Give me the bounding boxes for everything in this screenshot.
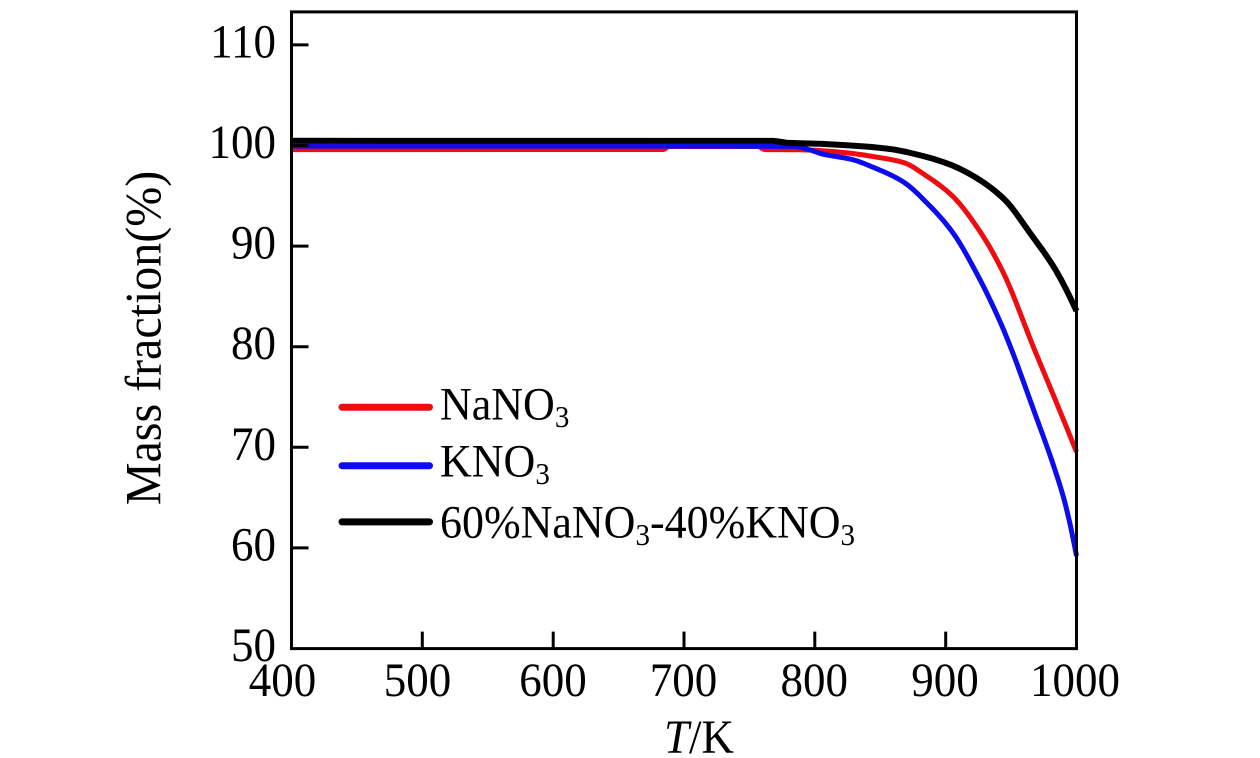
- svg-text:NaNO3: NaNO3: [440, 377, 569, 434]
- svg-text:60%NaNO3-40%KNO3: 60%NaNO3-40%KNO3: [440, 495, 855, 552]
- svg-text:500: 500: [384, 655, 451, 708]
- svg-text:60: 60: [231, 519, 276, 572]
- svg-text:80: 80: [231, 318, 276, 371]
- svg-text:700: 700: [650, 655, 717, 708]
- svg-text:1000: 1000: [1030, 655, 1120, 708]
- svg-text:70: 70: [231, 419, 276, 472]
- svg-text:400: 400: [249, 655, 316, 708]
- svg-text:KNO3: KNO3: [440, 434, 550, 491]
- svg-text:50: 50: [231, 620, 276, 673]
- svg-text:90: 90: [231, 217, 276, 270]
- svg-text:900: 900: [911, 655, 978, 708]
- svg-text:600: 600: [519, 655, 586, 708]
- svg-text:T/K: T/K: [664, 712, 734, 758]
- svg-text:800: 800: [781, 655, 848, 708]
- svg-text:Mass fraction(%): Mass fraction(%): [115, 171, 172, 505]
- svg-text:100: 100: [209, 117, 276, 170]
- svg-text:110: 110: [210, 16, 276, 69]
